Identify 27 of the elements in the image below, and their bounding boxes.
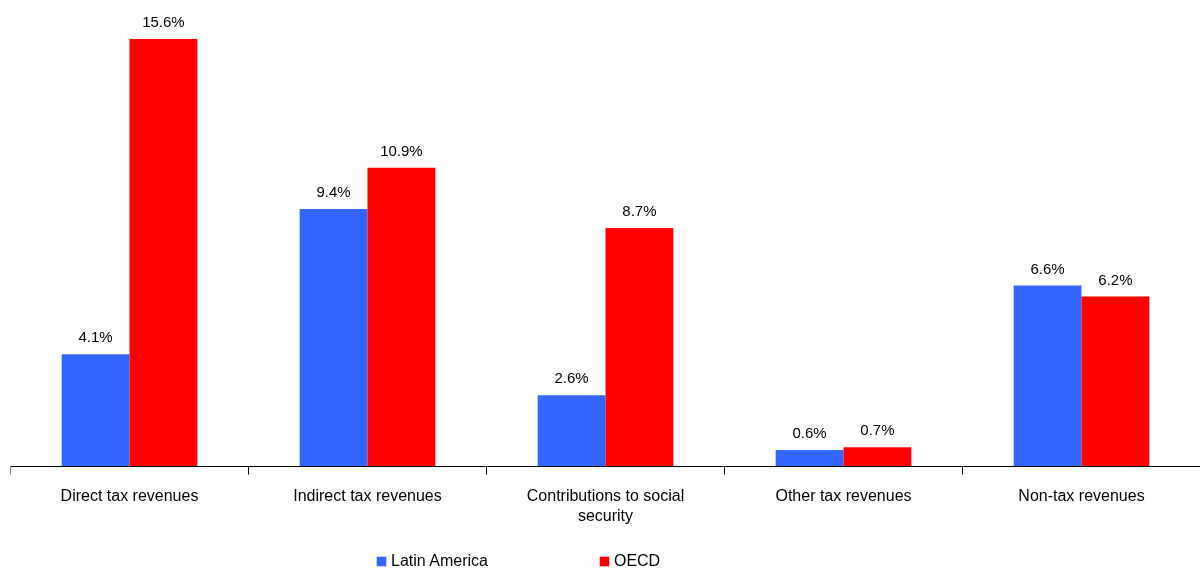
data-label: 8.7%	[622, 202, 657, 220]
bar	[129, 38, 198, 467]
bar	[299, 208, 368, 467]
data-label: 9.4%	[316, 182, 351, 200]
x-tick-label: Indirect tax revenues	[293, 486, 442, 504]
bar	[367, 167, 436, 467]
bar	[605, 228, 674, 467]
bar	[1081, 296, 1150, 467]
data-label: 0.7%	[860, 421, 895, 439]
bar	[537, 395, 606, 467]
x-tick-label: Contributions to social security	[526, 486, 685, 524]
legend-label: OECD	[613, 552, 661, 570]
legend-label: Latin America	[391, 552, 488, 570]
data-label: 15.6%	[142, 12, 185, 30]
bar	[61, 354, 130, 467]
data-label: 6.6%	[1030, 259, 1065, 277]
data-label: 0.6%	[792, 424, 827, 442]
x-tick-label: Other tax revenues	[775, 486, 912, 504]
data-label: 4.1%	[78, 328, 113, 346]
data-label: 2.6%	[554, 369, 589, 387]
x-tick-label: Non-tax revenues	[1018, 486, 1145, 504]
data-label: 6.2%	[1098, 270, 1133, 288]
x-tick-label: Direct tax revenues	[60, 486, 199, 504]
bar	[775, 450, 844, 467]
data-label: 10.9%	[380, 141, 423, 159]
bar	[1013, 285, 1082, 467]
bar	[843, 447, 912, 467]
